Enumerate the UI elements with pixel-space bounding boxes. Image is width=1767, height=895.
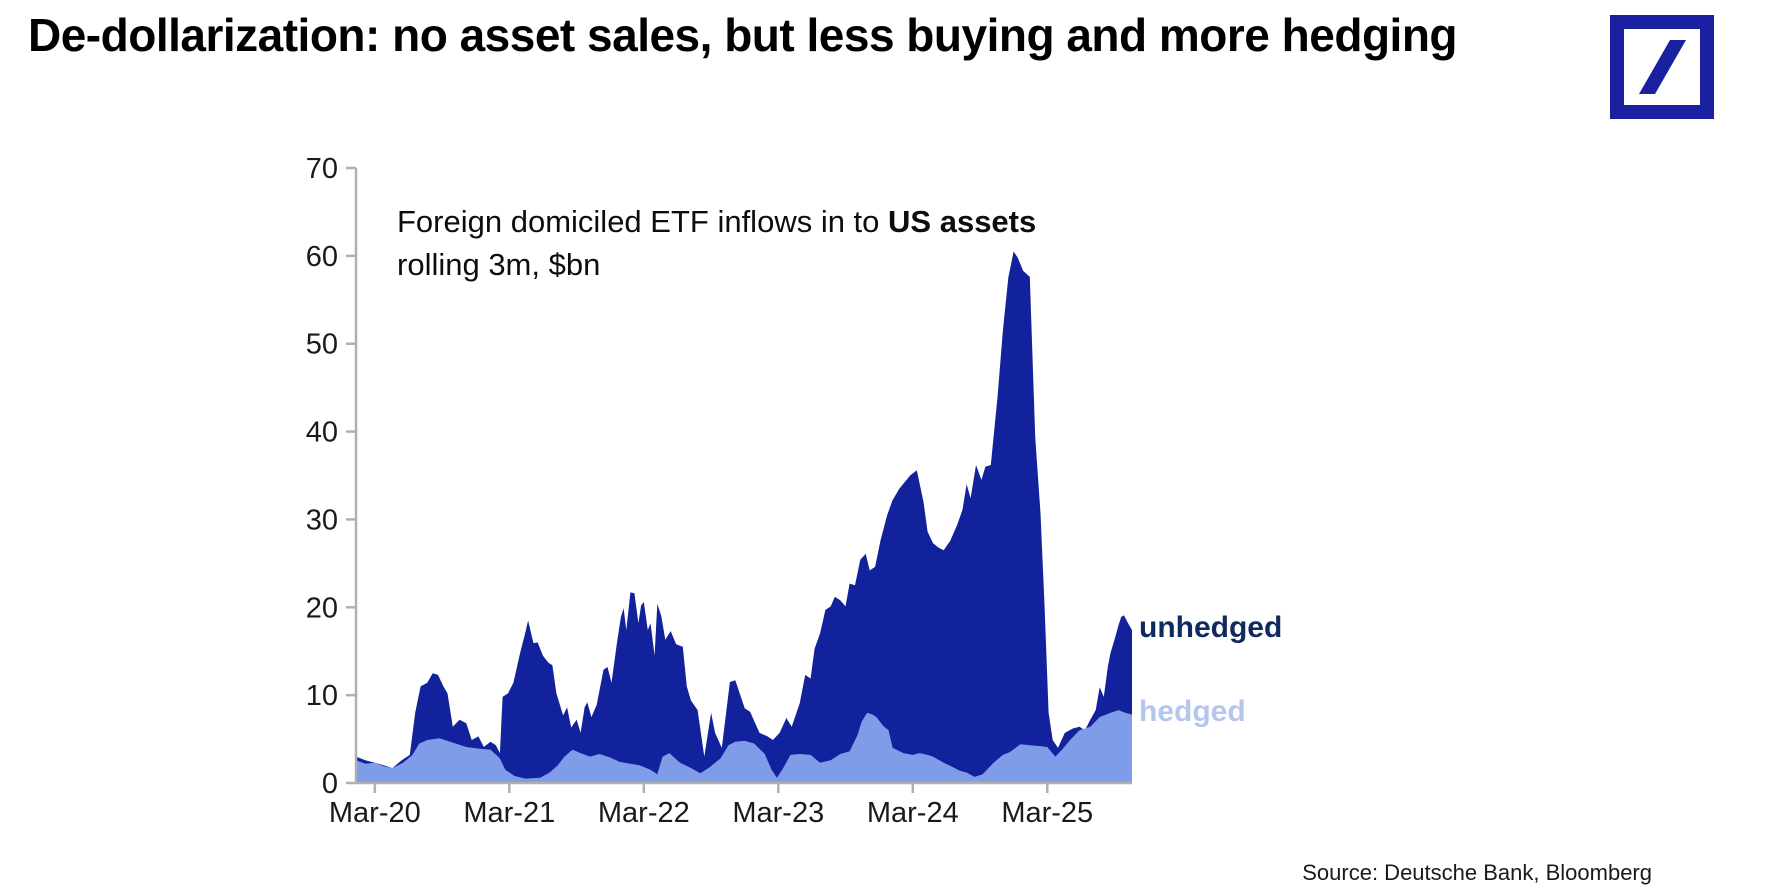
y-tick-label: 50 (306, 329, 338, 361)
x-tick-label: Mar-23 (732, 797, 824, 829)
y-tick-label: 30 (306, 504, 338, 536)
unhedged-area (356, 251, 1132, 783)
unhedged-series-label: unhedged (1139, 611, 1283, 644)
x-tick-label: Mar-24 (867, 797, 959, 829)
x-tick-label: Mar-25 (1001, 797, 1093, 829)
x-tick-label: Mar-22 (598, 797, 690, 829)
annotation-line2: rolling 3m, $bn (397, 247, 601, 282)
logo-square (1610, 15, 1714, 119)
hedged-area (356, 710, 1132, 783)
x-tick-label: Mar-21 (463, 797, 555, 829)
logo-slash (1639, 40, 1686, 94)
annotation-line1-bold: US assets (888, 204, 1037, 239)
y-tick-label: 10 (306, 680, 338, 712)
x-tick-label: Mar-20 (329, 797, 421, 829)
y-tick-label: 70 (306, 153, 338, 185)
hedged-series-label: hedged (1139, 695, 1246, 728)
y-tick-label: 20 (306, 592, 338, 624)
page-title: De-dollarization: no asset sales, but le… (28, 9, 1458, 61)
y-tick-label: 60 (306, 241, 338, 273)
deutsche-bank-logo-icon (1610, 15, 1714, 119)
y-tick-label: 0 (322, 768, 338, 800)
source-credit: Source: Deutsche Bank, Bloomberg (1302, 860, 1652, 885)
annotation-line1-regular: Foreign domiciled ETF inflows in to (397, 204, 889, 239)
chart-annotation: Foreign domiciled ETF inflows in to US a… (397, 200, 1036, 286)
y-tick-label: 40 (306, 417, 338, 449)
